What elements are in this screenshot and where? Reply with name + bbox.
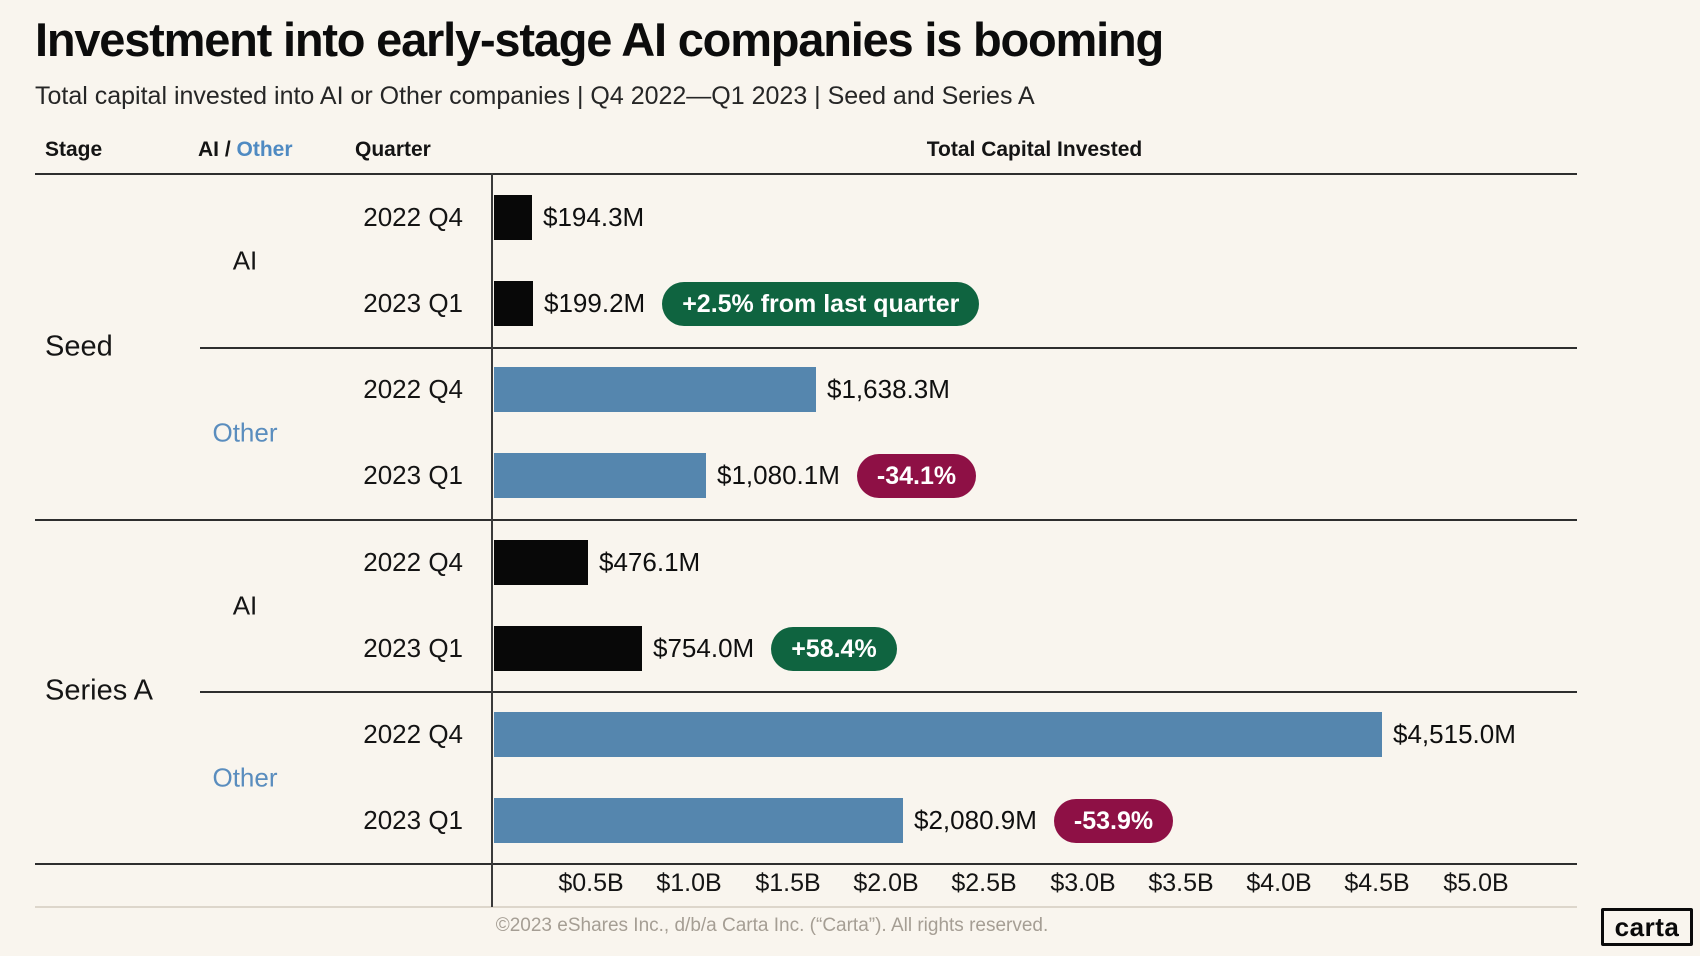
column-header-capital: Total Capital Invested — [926, 138, 1143, 161]
segment-label-seed-ai: AI — [232, 245, 258, 276]
value-label: $194.3M — [543, 202, 645, 232]
value-axis-line — [491, 173, 493, 907]
chart-title: Investment into early-stage AI companies… — [35, 13, 1164, 66]
segment-label-series-other: Other — [212, 762, 278, 793]
value-label: $476.1M — [599, 547, 701, 577]
chart-subtitle: Total capital invested into AI or Other … — [35, 82, 1035, 110]
bar-seriesa-other-2023q1 — [494, 798, 903, 843]
header-ai-label: AI — [198, 138, 219, 161]
header-underline — [35, 173, 1577, 175]
x-tick-3-5b: $3.5B — [1148, 869, 1214, 897]
bar-seed-ai-2023q1 — [494, 281, 533, 326]
quarter-label: 2022 Q4 — [363, 374, 463, 404]
quarter-label: 2023 Q1 — [363, 805, 463, 835]
carta-logo-text: carta — [1614, 911, 1680, 942]
bar-row-seed-ai-2023q1: 2023 Q1 $199.2M +2.5% from last quarter — [0, 281, 1700, 326]
divider-seed-ai-other — [200, 347, 1577, 349]
quarter-label: 2023 Q1 — [363, 288, 463, 318]
axis-baseline — [35, 863, 1577, 865]
bar-row-seed-ai-2022q4: 2022 Q4 $194.3M — [0, 195, 1700, 240]
column-header-stage: Stage — [45, 138, 103, 161]
column-header-quarter: Quarter — [355, 138, 431, 161]
change-badge: -53.9% — [1053, 798, 1174, 843]
change-badge: +58.4% — [771, 626, 897, 671]
segment-label-series-ai: AI — [232, 590, 258, 621]
quarter-label: 2022 Q4 — [363, 547, 463, 577]
x-tick-0-5b: $0.5B — [558, 869, 624, 897]
x-tick-4-0b: $4.0B — [1246, 869, 1312, 897]
divider-seriesa-ai-other — [200, 691, 1577, 693]
stage-label-seed: Seed — [45, 330, 113, 363]
value-label: $199.2M — [544, 288, 646, 318]
quarter-label: 2022 Q4 — [363, 719, 463, 749]
quarter-label: 2023 Q1 — [363, 633, 463, 663]
value-label: $754.0M — [653, 633, 755, 663]
bar-row-seed-other-2022q4: 2022 Q4 $1,638.3M — [0, 367, 1700, 412]
x-tick-2-0b: $2.0B — [853, 869, 919, 897]
change-badge: -34.1% — [856, 453, 977, 498]
divider-seed-seriesa — [35, 519, 1577, 521]
bottom-light-line — [35, 906, 1577, 908]
bar-row-seriesa-ai-2022q4: 2022 Q4 $476.1M — [0, 540, 1700, 585]
quarter-label: 2023 Q1 — [363, 460, 463, 490]
x-tick-2-5b: $2.5B — [951, 869, 1017, 897]
header-other-label: Other — [236, 138, 293, 161]
x-tick-4-5b: $4.5B — [1344, 869, 1410, 897]
carta-logo: carta — [1601, 908, 1693, 946]
segment-label-seed-other: Other — [212, 417, 278, 448]
value-label: $4,515.0M — [1393, 719, 1516, 749]
x-tick-1-5b: $1.5B — [755, 869, 821, 897]
bar-seed-ai-2022q4 — [494, 195, 532, 240]
value-label: $1,080.1M — [717, 460, 840, 490]
bar-row-seriesa-other-2023q1: 2023 Q1 $2,080.9M -53.9% — [0, 798, 1700, 843]
x-tick-1-0b: $1.0B — [656, 869, 722, 897]
change-badge: +2.5% from last quarter — [662, 281, 980, 326]
bar-row-seriesa-other-2022q4: 2022 Q4 $4,515.0M — [0, 712, 1700, 757]
bar-seed-other-2022q4 — [494, 367, 816, 412]
quarter-label: 2022 Q4 — [363, 202, 463, 232]
x-tick-3-0b: $3.0B — [1050, 869, 1116, 897]
value-label: $1,638.3M — [827, 374, 950, 404]
column-header-segment: AI / Other — [198, 138, 293, 162]
bar-seriesa-ai-2022q4 — [494, 540, 588, 585]
bar-row-seriesa-ai-2023q1: 2023 Q1 $754.0M +58.4% — [0, 626, 1700, 671]
bar-seed-other-2023q1 — [494, 453, 706, 498]
copyright-text: ©2023 eShares Inc., d/b/a Carta Inc. (“C… — [495, 915, 1049, 936]
bar-seriesa-ai-2023q1 — [494, 626, 642, 671]
value-label: $2,080.9M — [914, 805, 1037, 835]
bar-seriesa-other-2022q4 — [494, 712, 1382, 757]
bar-row-seed-other-2023q1: 2023 Q1 $1,080.1M -34.1% — [0, 453, 1700, 498]
x-tick-5-0b: $5.0B — [1443, 869, 1509, 897]
stage-label-series-a: Series A — [45, 674, 153, 707]
header-separator: / — [219, 138, 237, 161]
